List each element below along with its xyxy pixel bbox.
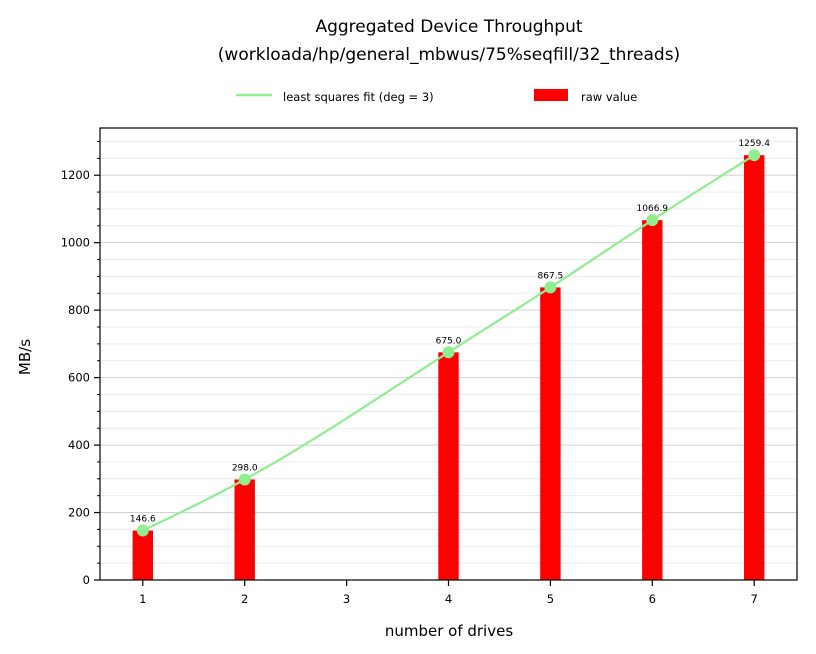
bar-value-label: 1259.4 (738, 139, 770, 149)
bar-value-label: 298.0 (232, 463, 258, 473)
y-tick-label: 400 (68, 438, 90, 452)
y-tick-label: 200 (68, 506, 90, 520)
fit-point (748, 149, 761, 162)
bar (642, 220, 663, 580)
fit-point (442, 346, 455, 359)
y-axis-label: MB/s (16, 339, 34, 375)
bar-value-label: 146.6 (130, 515, 156, 525)
x-tick-label: 2 (241, 592, 248, 606)
bar (438, 352, 459, 580)
legend: least squares fit (deg = 3) raw value (236, 89, 637, 104)
x-axis-label: number of drives (385, 622, 513, 640)
legend-bar-label: raw value (581, 90, 637, 104)
grid (100, 140, 797, 564)
x-tick-label: 5 (547, 592, 554, 606)
fit-point (238, 473, 251, 486)
x-tick-label: 6 (649, 592, 656, 606)
y-tick-label: 600 (68, 371, 90, 385)
fit-point (646, 214, 659, 227)
bar (234, 479, 255, 580)
bar (132, 530, 153, 580)
fit-point (544, 281, 557, 294)
bar-value-label: 675.0 (436, 336, 462, 346)
fit-point (136, 524, 149, 537)
axes: 0 200 400 600 800 1000 1200 1 2 3 4 5 6 7 (61, 127, 798, 606)
data-labels: 146.6 298.0 675.0 867.5 1066.9 1259.4 (130, 139, 770, 524)
legend-fit-label: least squares fit (deg = 3) (283, 90, 434, 104)
chart-title-line-2: (workloada/hp/general_mbwus/75%seqfill/3… (218, 45, 680, 65)
fit-line (136, 149, 761, 537)
bar-value-label: 867.5 (538, 271, 564, 281)
x-tick-label: 3 (343, 592, 350, 606)
bars (132, 155, 765, 580)
x-tick-label: 1 (139, 592, 146, 606)
chart-title-line-1: Aggregated Device Throughput (315, 17, 582, 37)
y-tick-label: 0 (83, 573, 90, 587)
bar (540, 287, 561, 580)
fit-curve (142, 154, 755, 532)
y-tick-label: 1000 (61, 236, 90, 250)
y-tick-label: 1200 (61, 168, 90, 182)
x-tick-label: 4 (445, 592, 452, 606)
bar (744, 155, 765, 580)
bar-value-label: 1066.9 (637, 204, 669, 214)
legend-bar-swatch (534, 89, 568, 101)
x-tick-label: 7 (751, 592, 758, 606)
y-tick-label: 800 (68, 303, 90, 317)
